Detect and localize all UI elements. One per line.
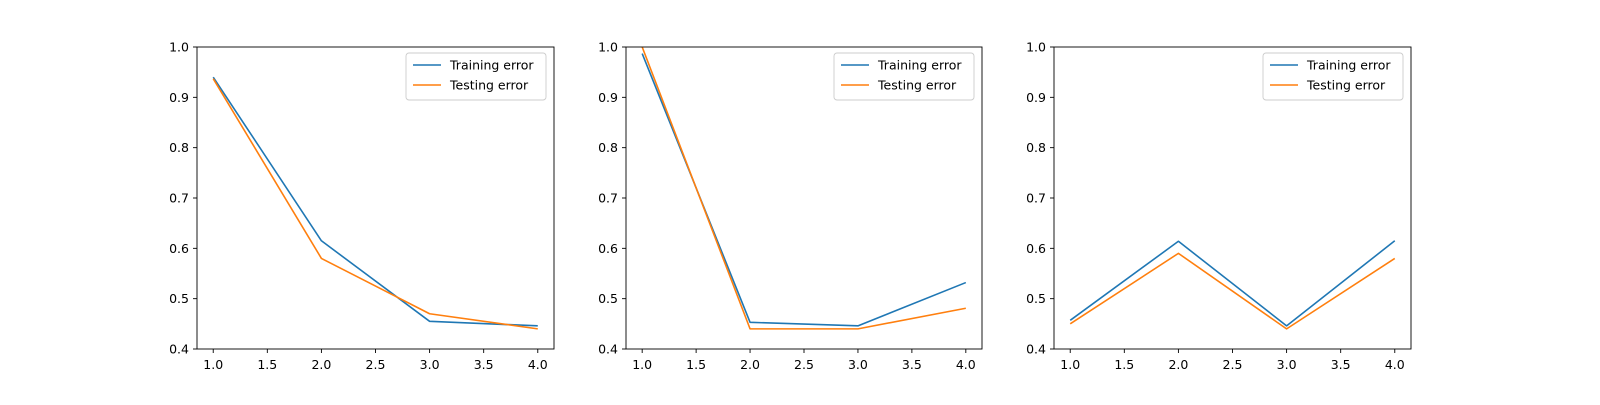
series-line-testing xyxy=(641,47,966,330)
x-tick-label: 1.0 xyxy=(203,357,223,372)
x-tick-label: 3.0 xyxy=(420,357,440,372)
x-tick-label: 1.5 xyxy=(257,357,277,372)
y-tick-label: 0.5 xyxy=(598,291,618,306)
y-tick-label: 0.7 xyxy=(1026,191,1046,206)
x-tick-label: 1.5 xyxy=(686,357,706,372)
x-tick-label: 2.5 xyxy=(1223,357,1243,372)
x-tick-label: 1.5 xyxy=(1114,357,1134,372)
series-line-training xyxy=(1069,240,1396,327)
series-line-training xyxy=(212,76,538,327)
x-tick-label: 4.0 xyxy=(956,357,976,372)
y-tick-label: 0.6 xyxy=(169,241,189,256)
y-tick-label: 1.0 xyxy=(598,40,618,55)
y-tick-label: 0.6 xyxy=(598,241,618,256)
legend-label-testing: Testing error xyxy=(449,78,529,93)
x-tick-label: 4.0 xyxy=(528,357,548,372)
x-tick-label: 1.0 xyxy=(1060,357,1080,372)
x-tick-label: 4.0 xyxy=(1385,357,1405,372)
y-tick-label: 0.5 xyxy=(1026,291,1046,306)
y-tick-label: 0.8 xyxy=(1026,140,1046,155)
series-line-testing xyxy=(212,78,538,330)
y-tick-label: 0.4 xyxy=(1026,342,1046,357)
legend-label-testing: Testing error xyxy=(877,78,957,93)
y-tick-label: 0.9 xyxy=(598,90,618,105)
x-tick-label: 1.0 xyxy=(632,357,652,372)
chart-panel-3: 1.0 1.5 2.0 2.5 3.0 3.5 4.0 0.4 0.5 0.6 0.7 0.8 0.9 1… xyxy=(1026,40,1412,372)
chart-panel-1: 1.0 1.5 2.0 2.5 3.0 3.5 4.0 0.4 0.5 0.6 0.7 0.8 0.9 1… xyxy=(169,40,555,372)
y-tick-label: 0.6 xyxy=(1026,241,1046,256)
x-tick-label: 2.5 xyxy=(794,357,814,372)
legend: Training error Testing error xyxy=(833,52,975,101)
y-tick-label: 0.9 xyxy=(169,90,189,105)
x-tick-label: 2.5 xyxy=(366,357,386,372)
y-tick-label: 0.7 xyxy=(169,191,189,206)
x-tick-label: 3.5 xyxy=(1331,357,1351,372)
series-line-testing xyxy=(1069,252,1396,330)
x-tick-label: 3.0 xyxy=(848,357,868,372)
y-tick-label: 0.4 xyxy=(169,342,189,357)
x-tick-label: 2.0 xyxy=(740,357,760,372)
x-tick-label: 2.0 xyxy=(311,357,331,372)
legend-label-testing: Testing error xyxy=(1306,78,1386,93)
y-tick-label: 1.0 xyxy=(1026,40,1046,55)
chart-panel-2: 1.0 1.5 2.0 2.5 3.0 3.5 4.0 0.4 0.5 0.6 0.7 0.8 0.9 1… xyxy=(598,40,983,372)
x-tick-label: 2.0 xyxy=(1168,357,1188,372)
y-tick-label: 0.7 xyxy=(598,191,618,206)
y-tick-label: 0.8 xyxy=(169,140,189,155)
legend-label-training: Training error xyxy=(449,58,534,73)
x-tick-label: 3.0 xyxy=(1277,357,1297,372)
legend: Training error Testing error xyxy=(1262,52,1404,101)
y-tick-label: 0.4 xyxy=(598,342,618,357)
y-tick-label: 0.9 xyxy=(1026,90,1046,105)
y-tick-label: 0.8 xyxy=(598,140,618,155)
y-tick-label: 1.0 xyxy=(169,40,189,55)
legend: Training error Testing error xyxy=(405,52,547,101)
x-tick-label: 3.5 xyxy=(474,357,494,372)
x-tick-label: 3.5 xyxy=(902,357,922,372)
y-tick-label: 0.5 xyxy=(169,291,189,306)
legend-label-training: Training error xyxy=(1306,58,1391,73)
legend-label-training: Training error xyxy=(877,58,962,73)
